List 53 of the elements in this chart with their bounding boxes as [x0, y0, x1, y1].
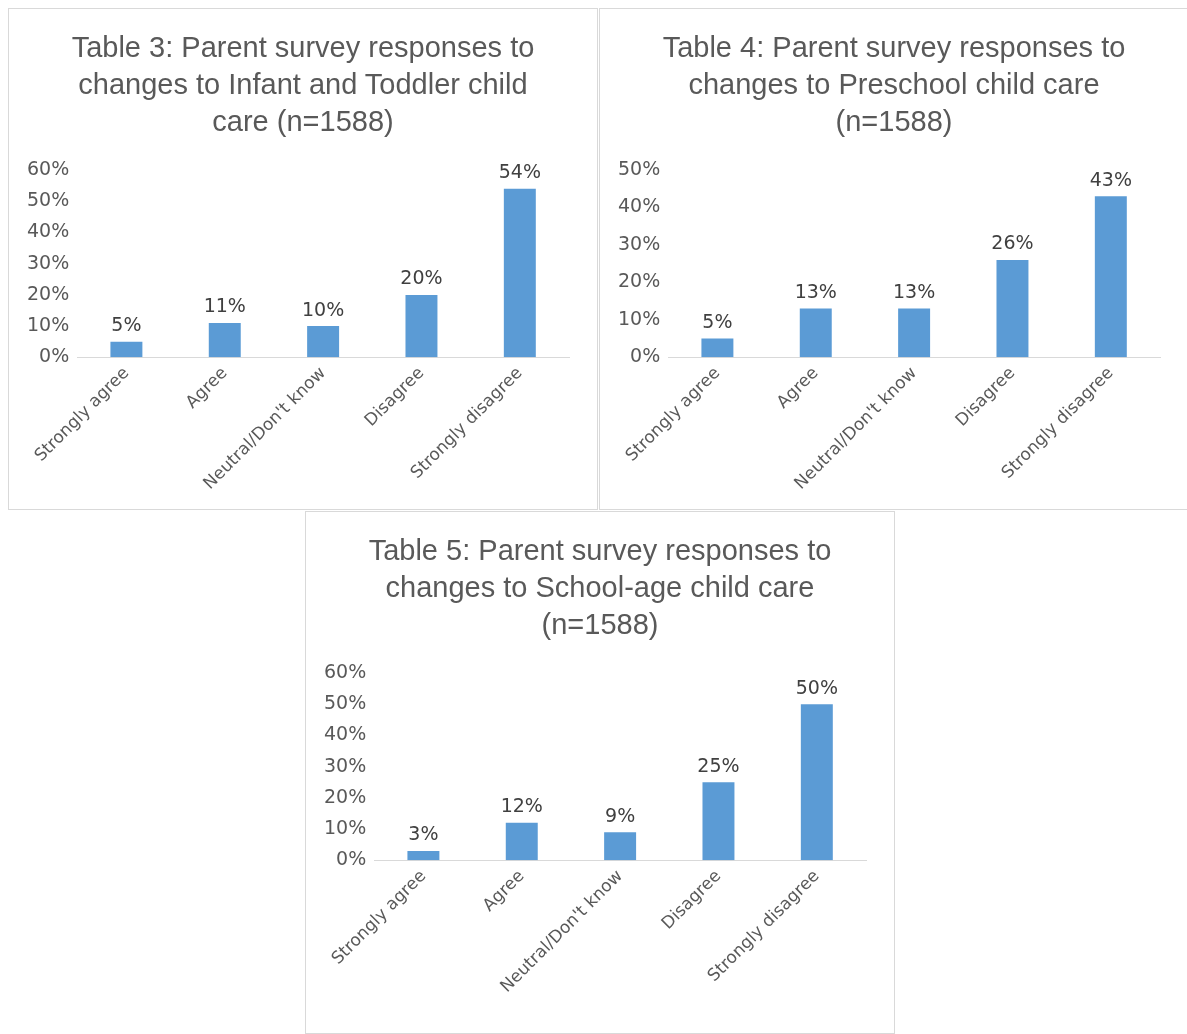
chart-title: Table 5: Parent survey responses to changes to School-age child care (n=1588): [367, 533, 833, 642]
data-label: 26%: [991, 231, 1034, 254]
data-label: 9%: [605, 803, 636, 826]
y-tick-label: 30%: [618, 231, 661, 254]
bar: [307, 326, 340, 358]
y-tick-label: 30%: [324, 753, 367, 776]
bar: [110, 341, 143, 358]
bar: [701, 338, 734, 358]
y-tick-label: 40%: [324, 722, 367, 745]
y-tick-label: 40%: [27, 219, 70, 242]
bar: [208, 322, 241, 358]
chart-title: Table 4: Parent survey responses to changes to Preschool child care (n=1588): [661, 30, 1127, 139]
data-label: 20%: [400, 266, 443, 289]
data-label: 25%: [697, 753, 740, 776]
bar: [702, 782, 735, 861]
y-tick-label: 10%: [618, 306, 661, 329]
y-tick-label: 60%: [324, 659, 367, 682]
bar: [996, 259, 1029, 358]
y-tick-label: 0%: [336, 847, 367, 870]
bar: [898, 308, 931, 358]
y-tick-label: 20%: [27, 281, 70, 304]
data-label: 3%: [408, 822, 439, 845]
bar: [1094, 196, 1127, 358]
data-label: 54%: [498, 160, 541, 183]
bar: [405, 294, 438, 358]
y-tick-label: 40%: [618, 194, 661, 217]
data-label: 43%: [1089, 167, 1132, 190]
y-tick-label: 20%: [618, 269, 661, 292]
data-label: 5%: [702, 310, 733, 333]
data-label: 13%: [794, 280, 837, 303]
y-tick-label: 10%: [27, 313, 70, 336]
bar: [799, 308, 832, 358]
y-tick-label: 30%: [27, 250, 70, 273]
y-tick-label: 20%: [324, 784, 367, 807]
data-label: 11%: [203, 294, 246, 317]
data-label: 13%: [893, 280, 936, 303]
chart-title: Table 3: Parent survey responses to changes to Infant and Toddler child care (n=1588): [70, 30, 536, 139]
y-tick-label: 50%: [27, 188, 70, 211]
data-label: 10%: [302, 297, 345, 320]
data-label: 12%: [500, 794, 543, 817]
y-tick-label: 50%: [324, 691, 367, 714]
bar: [800, 704, 833, 861]
data-label: 50%: [795, 675, 838, 698]
y-tick-label: 50%: [618, 156, 661, 179]
y-tick-label: 0%: [630, 344, 661, 367]
bar: [505, 822, 538, 861]
data-label: 5%: [111, 313, 142, 336]
y-tick-label: 0%: [39, 344, 70, 367]
bar: [503, 188, 536, 358]
y-tick-label: 10%: [324, 816, 367, 839]
bar: [604, 832, 637, 861]
bar: [407, 850, 440, 861]
y-tick-label: 60%: [27, 156, 70, 179]
